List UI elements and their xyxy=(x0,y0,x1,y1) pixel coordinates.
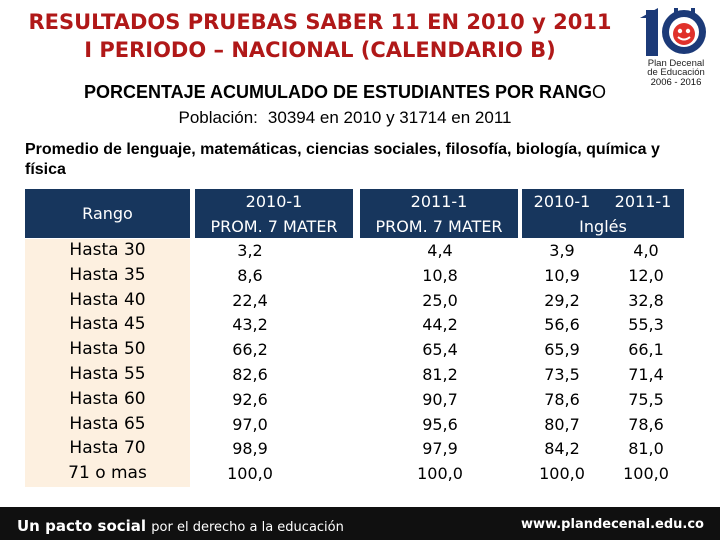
header-col2-cell xyxy=(360,189,518,238)
population-line: Población: 30394 en 2010 y 31714 en 2011 xyxy=(0,108,690,128)
subtitle: PORCENTAJE ACUMULADO DE ESTUDIANTES POR … xyxy=(0,82,690,103)
cell-c1: 22,4 xyxy=(232,290,268,310)
cell-c4: 66,1 xyxy=(628,340,664,360)
header-rango: Rango xyxy=(82,204,133,223)
header-col2-year: 2011-1 xyxy=(410,192,468,211)
cell-c3: 10,9 xyxy=(544,265,580,285)
page-title: RESULTADOS PRUEBAS SABER 11 EN 2010 y 20… xyxy=(0,8,640,64)
rango-label: Hasta 30 xyxy=(69,240,146,260)
cell-c1: 98,9 xyxy=(232,439,268,459)
plan-decenal-logo: Plan Decenal de Educación 2006 - 2016 xyxy=(636,4,716,88)
logo-ten-icon xyxy=(640,8,706,56)
header-col2-sub: PROM. 7 MATER xyxy=(375,217,503,236)
cell-c3: 84,2 xyxy=(544,439,580,459)
cell-c1: 3,2 xyxy=(237,241,263,260)
cell-c2: 100,0 xyxy=(417,464,463,484)
cell-c1: 8,6 xyxy=(237,265,263,285)
cell-c4: 12,0 xyxy=(628,265,664,285)
cell-c4: 32,8 xyxy=(628,290,664,310)
cell-c3: 73,5 xyxy=(544,365,580,384)
cell-c2: 65,4 xyxy=(422,340,458,360)
header-rango-cell xyxy=(25,189,190,238)
cell-c4: 75,5 xyxy=(628,389,664,409)
cell-c1: 92,6 xyxy=(232,389,268,409)
title-line-2: I PERIODO – NACIONAL (CALENDARIO B) xyxy=(84,38,556,62)
rango-label: Hasta 50 xyxy=(69,339,146,360)
header-col3-year: 2010-1 xyxy=(533,192,591,211)
cell-c2: 25,0 xyxy=(422,290,458,310)
cell-c3: 78,6 xyxy=(544,389,580,409)
cell-c3: 3,9 xyxy=(549,241,575,260)
cell-c1: 66,2 xyxy=(232,340,268,360)
cell-c1: 97,0 xyxy=(232,414,268,434)
cell-c1: 100,0 xyxy=(227,464,273,484)
cell-c4: 71,4 xyxy=(628,365,664,384)
rango-label: Hasta 65 xyxy=(69,413,146,434)
rango-label: 71 o mas xyxy=(68,463,147,484)
footer-slogan-rest: por el derecho a la educación xyxy=(151,520,344,535)
cell-c4: 100,0 xyxy=(623,464,669,484)
promedio-description: Promedio de lenguaje, matemáticas, cienc… xyxy=(25,141,660,178)
logo-text-2: de Educación xyxy=(647,67,705,78)
header-col1-year: 2010-1 xyxy=(245,192,303,211)
rango-label: Hasta 70 xyxy=(69,438,146,459)
cell-c2: 4,4 xyxy=(427,241,453,260)
header-col1-cell xyxy=(195,189,353,238)
logo-text-1: Plan Decenal xyxy=(647,58,705,69)
logo-text-3: 2006 - 2016 xyxy=(650,77,702,88)
cell-c2: 10,8 xyxy=(422,265,458,285)
rango-label: Hasta 55 xyxy=(69,364,146,384)
cell-c2: 90,7 xyxy=(422,389,458,409)
cell-c3: 65,9 xyxy=(544,340,580,360)
cell-c2: 81,2 xyxy=(422,365,458,384)
rango-label: Hasta 35 xyxy=(69,264,146,285)
subtitle-main: PORCENTAJE ACUMULADO DE ESTUDIANTES POR … xyxy=(83,82,592,102)
cell-c2: 44,2 xyxy=(422,315,458,335)
header-ingles-cell xyxy=(522,189,684,238)
cell-c3: 100,0 xyxy=(539,464,585,484)
cell-c3: 56,6 xyxy=(544,315,580,335)
cell-c1: 43,2 xyxy=(232,315,268,335)
header-col4-year: 2011-1 xyxy=(614,192,672,211)
cell-c4: 78,6 xyxy=(628,414,664,434)
footer-website-link[interactable]: www.plandecenal.edu.co xyxy=(521,517,704,532)
header-col1-sub: PROM. 7 MATER xyxy=(210,217,338,236)
rango-label: Hasta 40 xyxy=(69,289,146,310)
subtitle-last: O xyxy=(592,82,607,102)
footer-slogan: Un pacto social por el derecho a la educ… xyxy=(17,517,344,535)
title-line-1: RESULTADOS PRUEBAS SABER 11 EN 2010 y 20… xyxy=(28,10,612,34)
cell-c4: 55,3 xyxy=(628,315,664,335)
population-label: Población: xyxy=(178,108,258,127)
cell-c4: 4,0 xyxy=(633,241,659,260)
header-ingles: Inglés xyxy=(579,217,627,236)
footer: Un pacto social por el derecho a la educ… xyxy=(0,507,720,540)
cell-c4: 81,0 xyxy=(628,439,664,459)
footer-slogan-bold: Un pacto social xyxy=(17,517,147,535)
cell-c2: 97,9 xyxy=(422,439,458,459)
cell-c3: 29,2 xyxy=(544,290,580,310)
cell-c1: 82,6 xyxy=(232,365,268,384)
rango-column-bg xyxy=(25,239,190,487)
population-value: 30394 en 2010 y 31714 en 2011 xyxy=(267,108,512,127)
rango-label: Hasta 60 xyxy=(69,388,146,409)
rango-label: Hasta 45 xyxy=(69,314,146,335)
cell-c3: 80,7 xyxy=(544,414,580,434)
cell-c2: 95,6 xyxy=(422,414,458,434)
